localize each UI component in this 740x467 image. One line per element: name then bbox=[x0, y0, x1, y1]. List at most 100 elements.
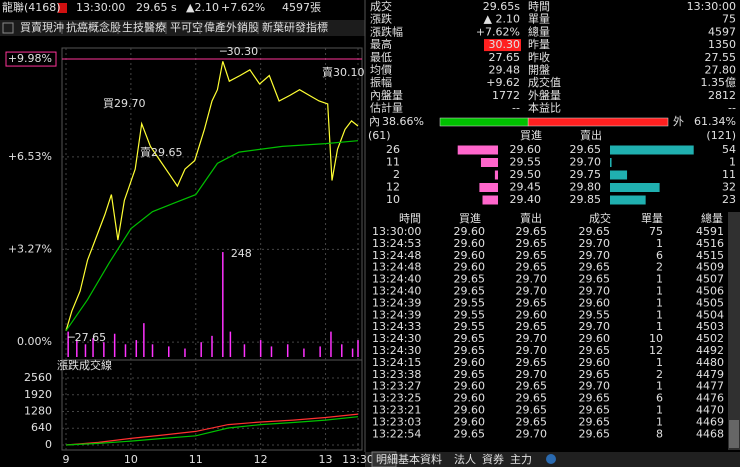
toolbar-item[interactable]: 買賣現沖 bbox=[20, 20, 64, 34]
bid-price: 29.45 bbox=[510, 181, 542, 194]
trade-cell: 1 bbox=[656, 285, 663, 298]
trade-header: 總量 bbox=[701, 211, 723, 225]
trade-cell: 29.70 bbox=[516, 368, 548, 381]
stock-name: 龍聯(4168) bbox=[2, 0, 61, 14]
trade-cell: 29.65 bbox=[516, 225, 548, 238]
trade-cell: 29.60 bbox=[579, 296, 611, 309]
tab[interactable]: 主力 bbox=[510, 453, 532, 466]
tab[interactable]: 基本資料 bbox=[398, 452, 442, 466]
trade-cell: 29.65 bbox=[516, 320, 548, 333]
trade-cell: 29.70 bbox=[579, 380, 611, 393]
volume-peak-label: 248 bbox=[231, 247, 252, 260]
quote-value: 75 bbox=[722, 13, 736, 26]
lower-title: 漲跌成交線 bbox=[57, 358, 112, 372]
trade-cell: 29.65 bbox=[454, 427, 486, 440]
trade-cell: 29.60 bbox=[579, 332, 611, 345]
trade-cell: 29.65 bbox=[579, 404, 611, 417]
quote-value: 27.65 bbox=[489, 51, 521, 64]
trade-cell: 29.60 bbox=[454, 380, 486, 393]
trade-cell: 29.65 bbox=[579, 368, 611, 381]
tab[interactable]: 資券 bbox=[482, 452, 504, 466]
trade-cell: 2 bbox=[656, 261, 663, 274]
quote-value: -- bbox=[728, 102, 736, 115]
time: 13:30:00 bbox=[76, 1, 125, 14]
series-line bbox=[65, 416, 359, 446]
trade-cell: 29.65 bbox=[516, 356, 548, 369]
trade-cell: 29.65 bbox=[579, 261, 611, 274]
bid-qty: 26 bbox=[386, 143, 400, 156]
bid-price: 29.60 bbox=[510, 143, 542, 156]
lower-frame bbox=[61, 359, 363, 451]
trade-cell: 29.70 bbox=[579, 237, 611, 250]
tab[interactable]: 明細 bbox=[376, 453, 398, 466]
trade-cell: 29.55 bbox=[579, 308, 611, 321]
trade-cell: 6 bbox=[656, 249, 663, 262]
y-tick-label: 640 bbox=[31, 421, 52, 434]
trade-cell: 13:23:21 bbox=[372, 404, 421, 417]
calendar-icon[interactable] bbox=[58, 3, 67, 13]
quote-label: 內盤量 bbox=[370, 89, 403, 102]
toolbar-item[interactable]: 抗癌概念股 bbox=[66, 20, 121, 34]
trade-cell: 29.65 bbox=[454, 344, 486, 357]
ratio-outer-value: 61.34% bbox=[694, 115, 736, 128]
quote-highlight bbox=[484, 39, 521, 52]
bid-qty: 2 bbox=[393, 168, 400, 181]
quote-label: 總量 bbox=[528, 24, 550, 38]
trade-cell: 13:23:38 bbox=[372, 368, 421, 381]
quote-label: 外盤量 bbox=[528, 89, 561, 102]
menu-icon[interactable] bbox=[2, 22, 14, 34]
trade-cell: 29.65 bbox=[454, 285, 486, 298]
trade-cell: 29.65 bbox=[516, 380, 548, 393]
quote-value: 1350 bbox=[708, 38, 736, 51]
trade-cell: 29.60 bbox=[454, 415, 486, 428]
trade-cell: 29.65 bbox=[516, 404, 548, 417]
trade-cell: 1 bbox=[656, 308, 663, 321]
bid-price: 29.55 bbox=[510, 156, 542, 169]
bid-price: 29.40 bbox=[510, 193, 542, 206]
toolbar-item[interactable]: 生技醫療 bbox=[122, 20, 166, 34]
toolbar-item[interactable]: 新葉研發指標 bbox=[262, 20, 328, 34]
ask-qty: 54 bbox=[722, 143, 736, 156]
trade-cell: 29.65 bbox=[579, 415, 611, 428]
scrollbar[interactable] bbox=[728, 212, 740, 450]
trade-header: 單量 bbox=[641, 212, 663, 225]
series-line bbox=[65, 140, 359, 332]
scroll-thumb[interactable] bbox=[729, 420, 739, 448]
quote-label: 昨收 bbox=[528, 50, 550, 64]
y-tick-label: +9.98% bbox=[8, 52, 52, 65]
trade-cell: 4492 bbox=[696, 344, 724, 357]
ask-price: 29.85 bbox=[570, 193, 602, 206]
ask-qty: 1 bbox=[729, 156, 736, 169]
trade-cell: 29.70 bbox=[579, 320, 611, 333]
x-tick-label: 10 bbox=[124, 453, 138, 466]
trade-cell: 13:24:39 bbox=[372, 296, 421, 309]
toolbar-item[interactable]: 平可空 bbox=[170, 20, 203, 34]
trade-cell: 4504 bbox=[696, 308, 724, 321]
trade-cell: 29.70 bbox=[516, 273, 548, 286]
tab[interactable]: 法人 bbox=[454, 452, 476, 466]
trade-cell: 29.65 bbox=[579, 392, 611, 405]
quote-label: 本益比 bbox=[528, 101, 561, 115]
ask-total: (121) bbox=[706, 129, 736, 142]
trade-header: 賣出 bbox=[520, 211, 542, 225]
x-tick-label: 13:30 bbox=[342, 453, 374, 466]
series-line bbox=[65, 61, 359, 331]
ratio-outer-bar bbox=[527, 117, 669, 127]
ask-qty: 11 bbox=[722, 168, 736, 181]
quote-value: 1772 bbox=[492, 89, 520, 102]
ask-bar bbox=[610, 183, 660, 192]
quote-value: 27.55 bbox=[705, 51, 737, 64]
ask-bar bbox=[610, 158, 612, 167]
trade-cell: 13:24:15 bbox=[372, 356, 421, 369]
quote-label: 最低 bbox=[370, 51, 392, 64]
trade-cell: 4516 bbox=[696, 237, 724, 250]
y-tick-label: 0 bbox=[45, 438, 52, 451]
bid-qty: 10 bbox=[386, 193, 400, 206]
tab-icon[interactable] bbox=[546, 454, 556, 464]
trade-cell: 12 bbox=[649, 344, 663, 357]
toolbar-item[interactable]: 偉產外銷股 bbox=[204, 20, 259, 34]
trade-cell: 13:23:27 bbox=[372, 380, 421, 393]
quote-value: ▲ 2.10 bbox=[484, 13, 520, 26]
